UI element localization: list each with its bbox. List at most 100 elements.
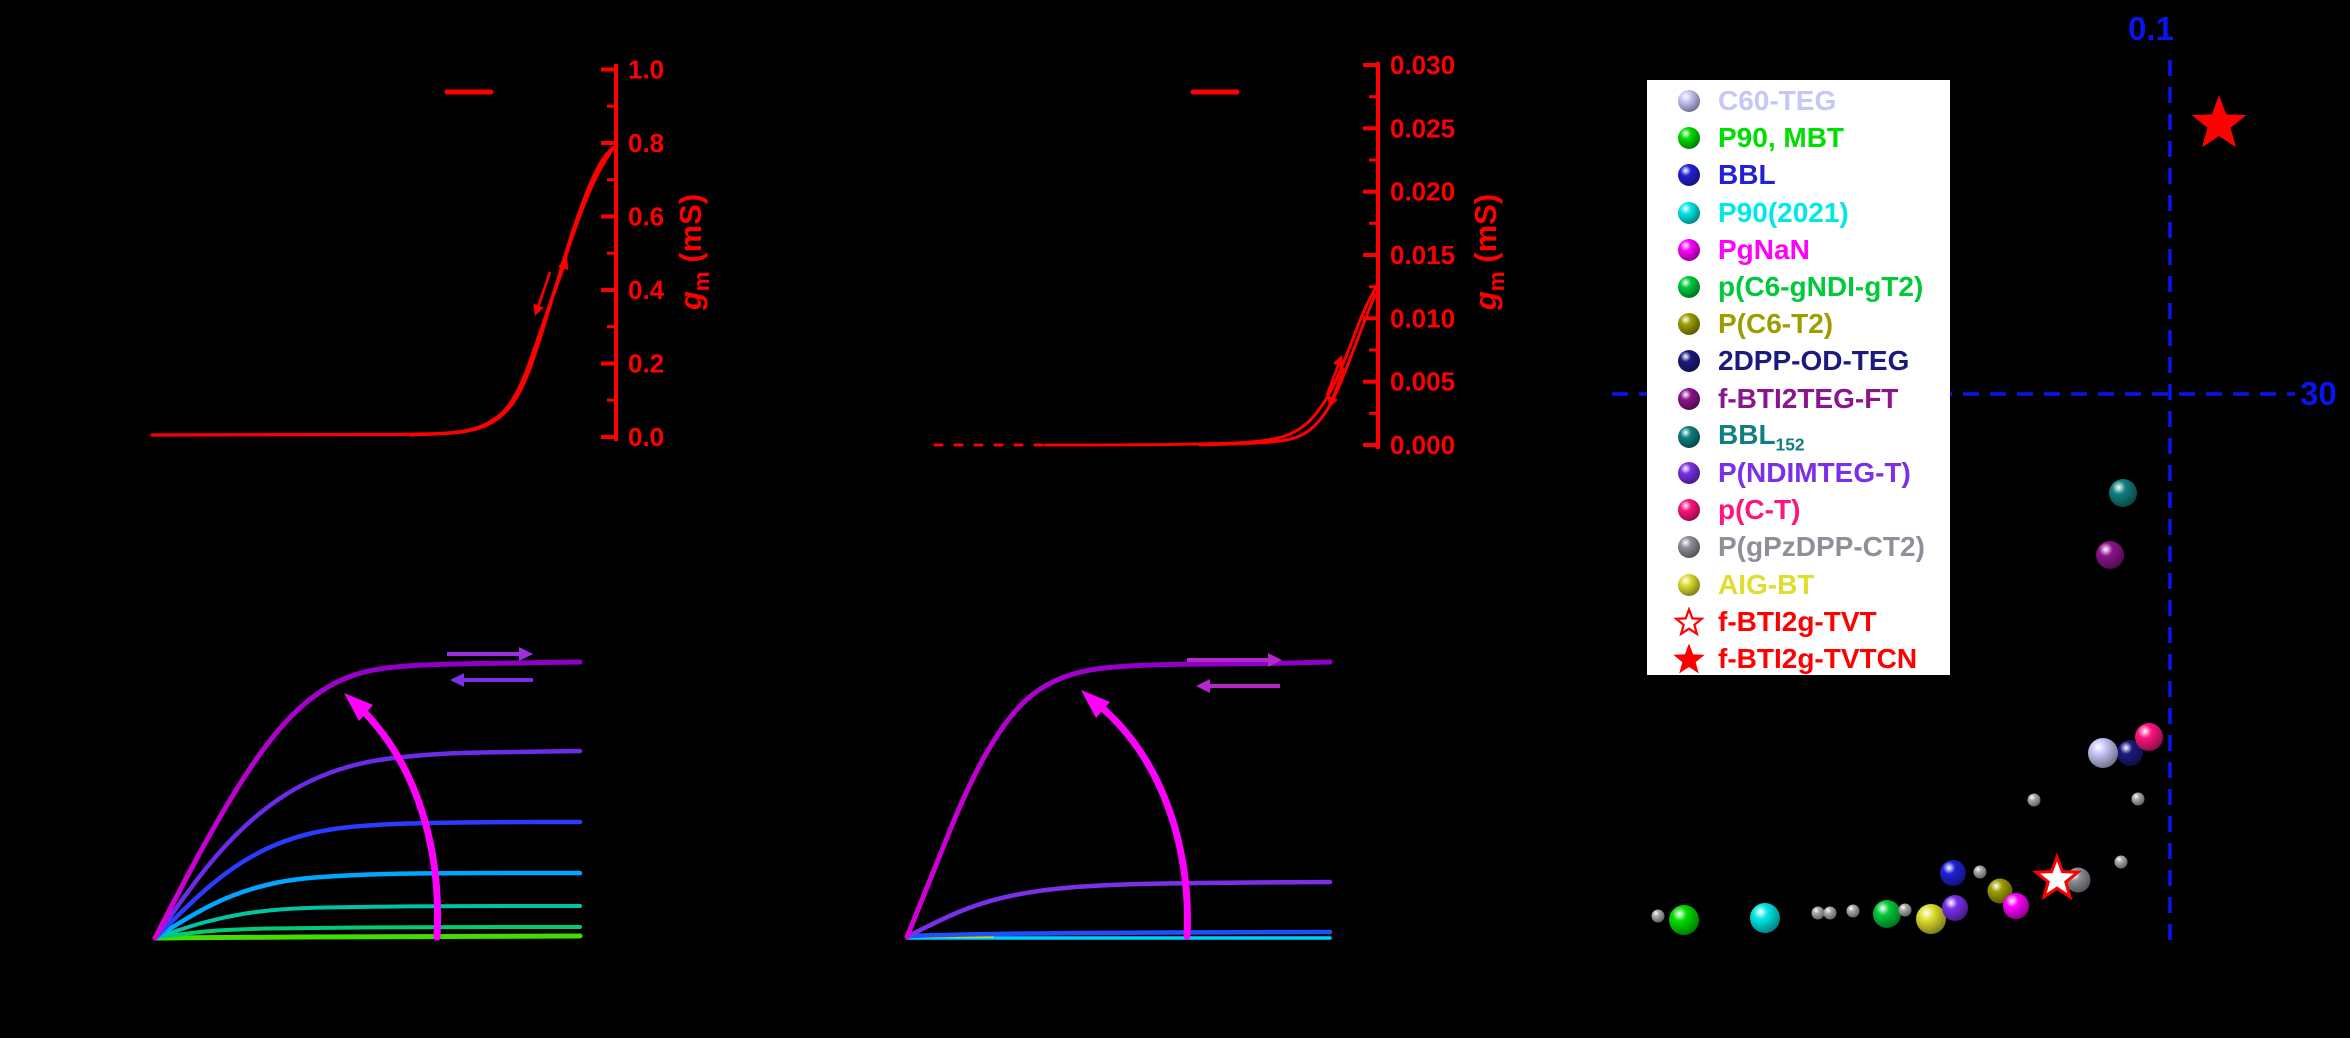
vg-sweep-left-arrow	[1196, 679, 1280, 693]
point-C60-TEG	[2088, 738, 2118, 768]
legend-label: 2DPP-OD-TEG	[1718, 345, 1910, 377]
gm-curve-mid-forward	[1043, 287, 1377, 447]
tick-label: 0.010	[1390, 303, 1455, 333]
point-small-gray	[1651, 909, 1665, 923]
legend-item-P90-MBT: P90, MBT	[1674, 123, 1844, 153]
legend-label: PgNaN	[1718, 233, 1810, 265]
legend-label: P(C6-T2)	[1718, 308, 1834, 340]
point-p(C6-gNDI-gT2)	[1873, 900, 1901, 928]
legend-sphere	[1678, 313, 1700, 336]
vg-sweep-right-arrow	[447, 647, 533, 661]
point-f-BTI2TEG-FT	[2096, 541, 2124, 569]
legend-label: C60-TEG	[1718, 85, 1837, 116]
point-small-gray	[2114, 855, 2128, 869]
legend-sphere	[1678, 573, 1700, 596]
output-curve-top	[152, 659, 583, 941]
output-curve	[152, 933, 583, 941]
scatter-legend: C60-TEG P90, MBT BBL P90(2021) PgNaN p(C6-gND…	[1647, 80, 1950, 675]
tick-label: 0.0	[628, 422, 664, 452]
legend-item-f-BTI2g-TVTCN: f-BTI2g-TVTCN	[1674, 644, 1917, 674]
sphere-icon	[1678, 90, 1700, 112]
sphere-icon	[1678, 573, 1700, 596]
point-BBL	[1940, 860, 1966, 886]
tick-label: 0.030	[1390, 50, 1455, 80]
hline-value-label: 30	[2300, 375, 2337, 412]
legend-label: BBL152	[1718, 418, 1805, 455]
vg-sweep-left-arrow	[450, 673, 533, 687]
legend-item-PgNaN: PgNaN	[1674, 235, 1810, 265]
sphere-icon	[1678, 536, 1700, 559]
tick-label: 0.8	[628, 128, 664, 158]
point-P90-MBT	[1669, 905, 1699, 935]
point-small-gray	[1898, 903, 1912, 917]
sphere-icon	[1678, 499, 1700, 522]
legend-item-AIG-BT: AIG-BT	[1674, 570, 1814, 600]
output-curve	[904, 879, 1333, 940]
legend-label: P90, MBT	[1718, 122, 1845, 154]
gm-curve-mid-return	[1198, 293, 1377, 447]
legend-item-f-BTI2g-TVT: f-BTI2g-TVT	[1674, 606, 1877, 637]
legend-item-f-BTI2TEG-FT: f-BTI2TEG-FT	[1674, 384, 1898, 414]
sphere-icon	[1678, 387, 1700, 410]
star-filled-icon	[1674, 644, 1704, 674]
tick-label: 0.020	[1390, 177, 1455, 207]
point-f-BTI2g-TVT	[2032, 852, 2082, 901]
legend-sphere	[1678, 90, 1700, 112]
legend-label: P90(2021)	[1718, 196, 1849, 228]
vg-sweep-right-arrow	[1187, 653, 1282, 667]
gm-axis-title-left: gm (mS)	[673, 194, 714, 311]
point-P(C6-T2)	[1987, 878, 2013, 904]
point-small-gray	[2131, 792, 2145, 806]
vline-value-label: 0.1	[2128, 10, 2174, 47]
tick-label: 0.000	[1390, 430, 1455, 460]
legend-item-P-C6-T2-: P(C6-T2)	[1674, 309, 1833, 339]
output-curve	[153, 925, 582, 940]
output-curve-top	[904, 659, 1333, 940]
sphere-icon	[1678, 462, 1700, 484]
output-curve	[152, 870, 583, 941]
gm-axis-title-middle: gm (mS)	[1468, 194, 1509, 311]
output-curve	[152, 748, 583, 941]
output-curve	[905, 929, 1333, 939]
legend-item-p-C6-gNDI-gT2-: p(C6-gNDI-gT2)	[1674, 272, 1923, 302]
legend-item-BBL: BBL152	[1674, 418, 1805, 455]
gm-axis-left-panel: 0.0 0.2 0.4 0.6 0.8 1.0	[601, 55, 665, 452]
sweep-arrow-down	[533, 271, 552, 316]
point-P90(2021)	[1750, 903, 1780, 933]
vg-increase-arrow	[1085, 693, 1191, 940]
vg-increase-arrowhead	[1081, 690, 1110, 718]
gm-curve-left-forward	[150, 145, 616, 437]
sphere-icon	[1678, 350, 1700, 373]
vg-increase-arrowhead	[344, 693, 373, 721]
sweep-arrow-up	[1325, 355, 1344, 396]
point-2DPP-OD-TEG	[2117, 740, 2143, 766]
sphere-icon	[1678, 238, 1700, 261]
tick-label: 0.005	[1390, 367, 1455, 397]
legend-label: p(C6-gNDI-gT2)	[1718, 271, 1924, 302]
sphere-icon	[1678, 276, 1700, 298]
legend-sphere	[1678, 164, 1700, 187]
legend-item-P90-2021-: P90(2021)	[1674, 198, 1849, 228]
legend-label: p(C-T)	[1718, 494, 1801, 526]
legend-label: f-BTI2TEG-FT	[1718, 382, 1899, 414]
legend-sphere	[1678, 499, 1700, 522]
output-curve	[152, 819, 583, 941]
sweep-arrow-up	[550, 258, 569, 301]
tick-label: 0.2	[628, 349, 664, 379]
legend-item-P-NDIMTEG-T-: P(NDIMTEG-T)	[1674, 458, 1911, 488]
legend-star	[1674, 644, 1704, 674]
legend-item-p-C-T-: p(C-T)	[1674, 495, 1800, 525]
point-BBL152	[2109, 479, 2137, 507]
sweep-arrow-down	[1327, 367, 1346, 408]
tick-label: 0.025	[1390, 113, 1455, 143]
legend-star	[1674, 606, 1704, 637]
legend-sphere	[1678, 536, 1700, 559]
tick-label: 0.6	[628, 202, 664, 232]
legend-item-BBL: BBL	[1674, 160, 1776, 190]
legend-sphere	[1678, 426, 1700, 449]
point-PgNaN	[2003, 893, 2029, 919]
tick-label: 1.0	[628, 55, 664, 85]
tick-label: 0.015	[1390, 240, 1455, 270]
